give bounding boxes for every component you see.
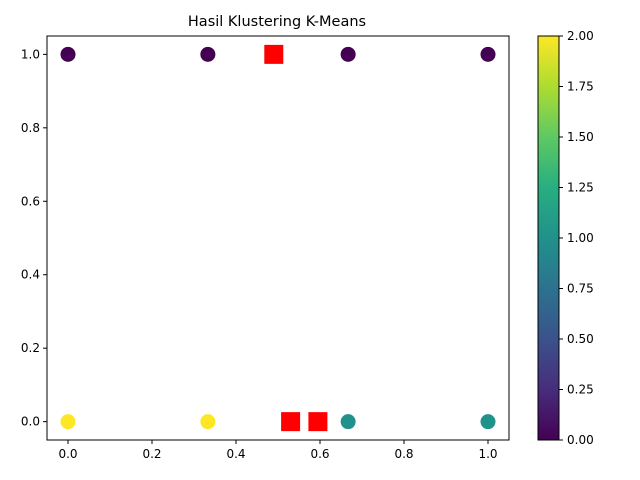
data-point-cluster-0 [480,46,496,62]
colorbar-tick-label: 1.50 [567,130,594,144]
colorbar-tick-label: 0.25 [567,383,594,397]
data-points [60,46,496,430]
centroids [264,44,328,432]
x-tick-label: 0.4 [226,447,245,461]
x-tick-label: 1.0 [478,447,497,461]
colorbar-tick-label: 1.25 [567,181,594,195]
plot-area: 0.0 0.2 0.4 0.6 0.8 1.0 0.0 0.2 0.4 0.6 0.8 1.0 [21,35,510,461]
y-tick-label: 0.2 [21,341,40,355]
data-point-cluster-2 [200,414,216,430]
plot-frame [46,35,510,441]
y-tick-label: 1.0 [21,47,40,61]
data-point-cluster-0 [60,46,76,62]
centroid-marker [264,44,284,64]
data-point-cluster-1 [340,414,356,430]
data-point-cluster-2 [60,414,76,430]
x-tick-label: 0.6 [310,447,329,461]
colorbar-tick-label: 1.00 [567,231,594,245]
x-axis: 0.0 0.2 0.4 0.6 0.8 1.0 [58,440,498,461]
colorbar: 0.00 0.25 0.50 0.75 1.00 1.25 1.50 1.75 2.00 [537,29,594,447]
colorbar-tick-label: 0.50 [567,332,594,346]
centroid-marker [308,412,328,432]
data-point-cluster-0 [340,46,356,62]
y-tick-label: 0.0 [21,415,40,429]
y-tick-label: 0.6 [21,194,40,208]
y-tick-label: 0.4 [21,268,40,282]
data-point-cluster-0 [200,46,216,62]
y-axis: 0.0 0.2 0.4 0.6 0.8 1.0 [21,47,47,429]
centroid-marker [281,412,301,432]
colorbar-tick-label: 0.75 [567,282,594,296]
x-tick-label: 0.2 [142,447,161,461]
y-tick-label: 0.8 [21,121,40,135]
colorbar-tick-label: 0.00 [567,433,594,447]
x-tick-label: 0.8 [394,447,413,461]
colorbar-tick-label: 1.75 [567,80,594,94]
colorbar-ticks: 0.00 0.25 0.50 0.75 1.00 1.25 1.50 1.75 2.00 [559,29,594,447]
colorbar-tick-label: 2.00 [567,29,594,43]
x-tick-label: 0.0 [58,447,77,461]
data-point-cluster-1 [480,414,496,430]
chart-title: Hasil Klustering K-Means [188,14,366,30]
colorbar-gradient [537,35,560,441]
